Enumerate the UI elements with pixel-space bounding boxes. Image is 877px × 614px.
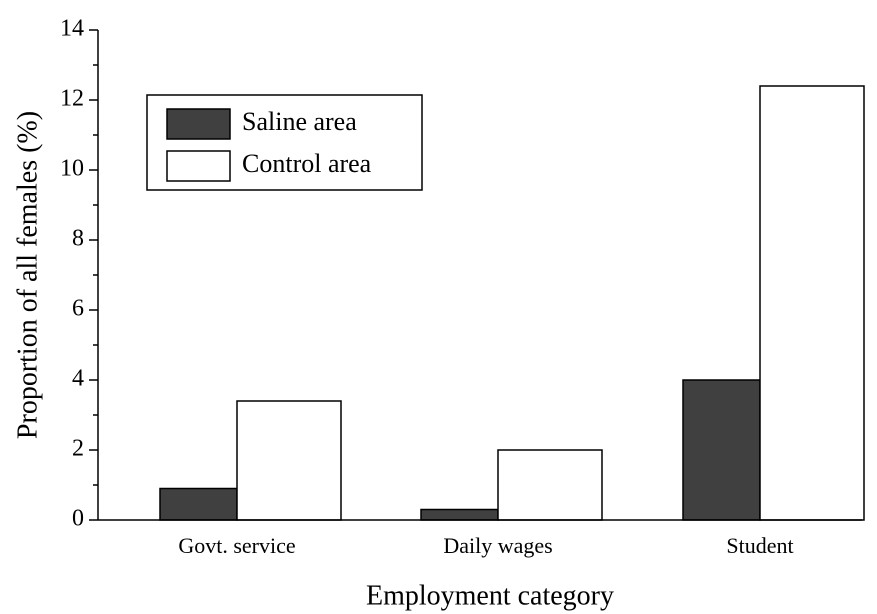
x-tick-label: Student <box>726 533 793 558</box>
y-axis-label: Proportion of all females (%) <box>12 111 43 439</box>
bar <box>236 400 342 521</box>
x-tick-label: Daily wages <box>443 533 552 558</box>
x-axis-label: Employment category <box>366 580 614 611</box>
bar <box>682 379 761 521</box>
legend-swatch <box>166 108 231 140</box>
y-tick-label: 10 <box>60 156 84 182</box>
y-tick-label: 8 <box>72 226 84 252</box>
y-tick-label: 6 <box>72 296 84 322</box>
legend-label: Saline area <box>242 107 357 136</box>
y-tick-label: 2 <box>72 436 84 462</box>
legend-label: Control area <box>242 149 372 178</box>
bar <box>759 85 865 521</box>
bar <box>420 508 499 521</box>
bar <box>497 449 603 521</box>
y-tick-label: 14 <box>60 16 84 42</box>
legend-swatch <box>166 150 231 182</box>
y-tick-label: 0 <box>72 506 84 532</box>
y-tick-label: 12 <box>60 86 84 112</box>
y-tick-label: 4 <box>72 366 84 392</box>
bar <box>159 487 238 521</box>
x-tick-label: Govt. service <box>178 533 295 558</box>
